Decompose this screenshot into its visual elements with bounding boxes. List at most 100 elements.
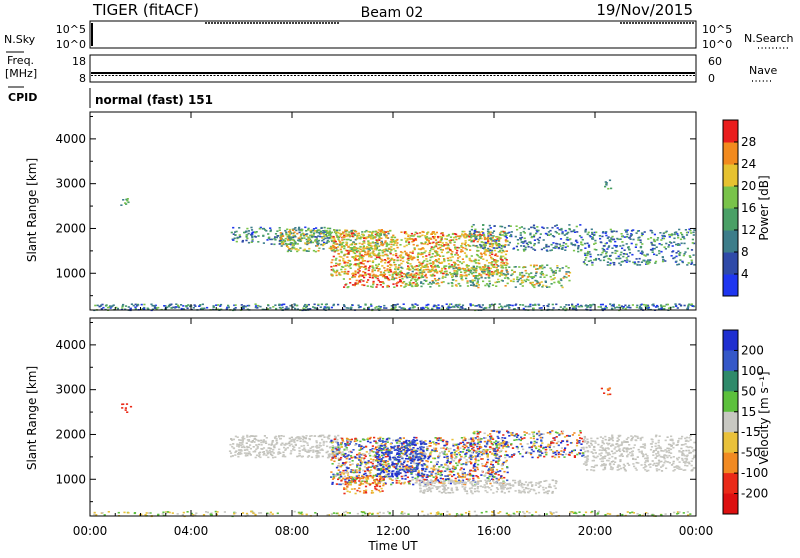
data-pixel (530, 265, 532, 267)
data-pixel (441, 270, 443, 272)
data-pixel (383, 512, 385, 514)
data-pixel (364, 274, 366, 276)
data-pixel (579, 224, 581, 226)
data-pixel (518, 266, 520, 268)
data-pixel (628, 246, 630, 248)
data-pixel (328, 454, 330, 456)
data-pixel (586, 243, 588, 245)
data-pixel (347, 287, 349, 289)
data-pixel (631, 254, 633, 256)
data-pixel (403, 246, 405, 248)
data-pixel (358, 235, 360, 237)
data-pixel (430, 468, 432, 470)
data-pixel (318, 436, 320, 438)
data-pixel (682, 236, 684, 238)
data-pixel (234, 238, 236, 240)
data-pixel (392, 466, 394, 468)
data-pixel (509, 235, 511, 237)
data-pixel (675, 261, 677, 263)
data-pixel (347, 474, 349, 476)
data-pixel (437, 440, 439, 442)
data-pixel (611, 231, 613, 233)
data-pixel (533, 266, 535, 268)
data-pixel (687, 306, 689, 308)
data-pixel (465, 464, 467, 466)
data-pixel (390, 484, 392, 486)
data-pixel (240, 449, 242, 451)
data-pixel (693, 254, 695, 256)
data-pixel (269, 307, 271, 309)
data-pixel (601, 252, 603, 254)
data-pixel (527, 279, 529, 281)
data-pixel (177, 513, 179, 515)
data-pixel (484, 277, 486, 279)
data-pixel (641, 233, 643, 235)
data-pixel (326, 230, 328, 232)
data-pixel (519, 274, 521, 276)
data-pixel (237, 454, 239, 456)
freq-label-line2: [MHz] (5, 67, 37, 80)
data-pixel (489, 307, 491, 309)
data-pixel (344, 462, 346, 464)
data-pixel (348, 307, 350, 309)
data-pixel (548, 231, 550, 233)
freq-strip: Freq. [MHz] 18 8 60 0 Nave (5, 54, 777, 85)
data-pixel (286, 243, 288, 245)
data-pixel (588, 260, 590, 262)
data-pixel (339, 260, 341, 262)
data-pixel (359, 470, 361, 472)
data-pixel (281, 243, 283, 245)
data-pixel (230, 438, 232, 440)
data-pixel (558, 229, 560, 231)
data-pixel (648, 307, 650, 309)
data-pixel (495, 461, 497, 463)
data-pixel (560, 285, 562, 287)
data-pixel (472, 282, 474, 284)
data-pixel (298, 249, 300, 251)
data-pixel (436, 307, 438, 309)
data-pixel (281, 245, 283, 247)
data-pixel (133, 305, 135, 307)
data-pixel (568, 228, 570, 230)
data-pixel (505, 274, 507, 276)
data-pixel (565, 243, 567, 245)
data-pixel (686, 308, 688, 310)
data-pixel (334, 247, 336, 249)
data-pixel (391, 249, 393, 251)
data-pixel (537, 230, 539, 232)
data-pixel (462, 268, 464, 270)
colorbar-segment (723, 164, 738, 187)
data-pixel (465, 278, 467, 280)
data-pixel (565, 304, 567, 306)
data-pixel (364, 304, 366, 306)
data-pixel (479, 256, 481, 258)
data-pixel (279, 240, 281, 242)
data-pixel (482, 224, 484, 226)
data-pixel (397, 257, 399, 259)
data-pixel (482, 266, 484, 268)
data-pixel (604, 186, 606, 188)
data-pixel (389, 260, 391, 262)
data-pixel (422, 283, 424, 285)
data-pixel (584, 243, 586, 245)
data-pixel (303, 441, 305, 443)
data-pixel (324, 306, 326, 308)
data-pixel (473, 275, 475, 277)
data-pixel (663, 232, 665, 234)
data-pixel (355, 255, 357, 257)
data-pixel (356, 238, 358, 240)
data-pixel (533, 225, 535, 227)
data-pixel (255, 307, 257, 309)
data-pixel (454, 241, 456, 243)
data-pixel (498, 307, 500, 309)
data-pixel (306, 250, 308, 252)
data-pixel (507, 273, 509, 275)
data-pixel (462, 247, 464, 249)
data-pixel (256, 455, 258, 457)
data-pixel (498, 281, 500, 283)
data-pixel (338, 253, 340, 255)
data-pixel (300, 236, 302, 238)
data-pixel (347, 262, 349, 264)
data-pixel (465, 274, 467, 276)
data-pixel (118, 512, 120, 514)
